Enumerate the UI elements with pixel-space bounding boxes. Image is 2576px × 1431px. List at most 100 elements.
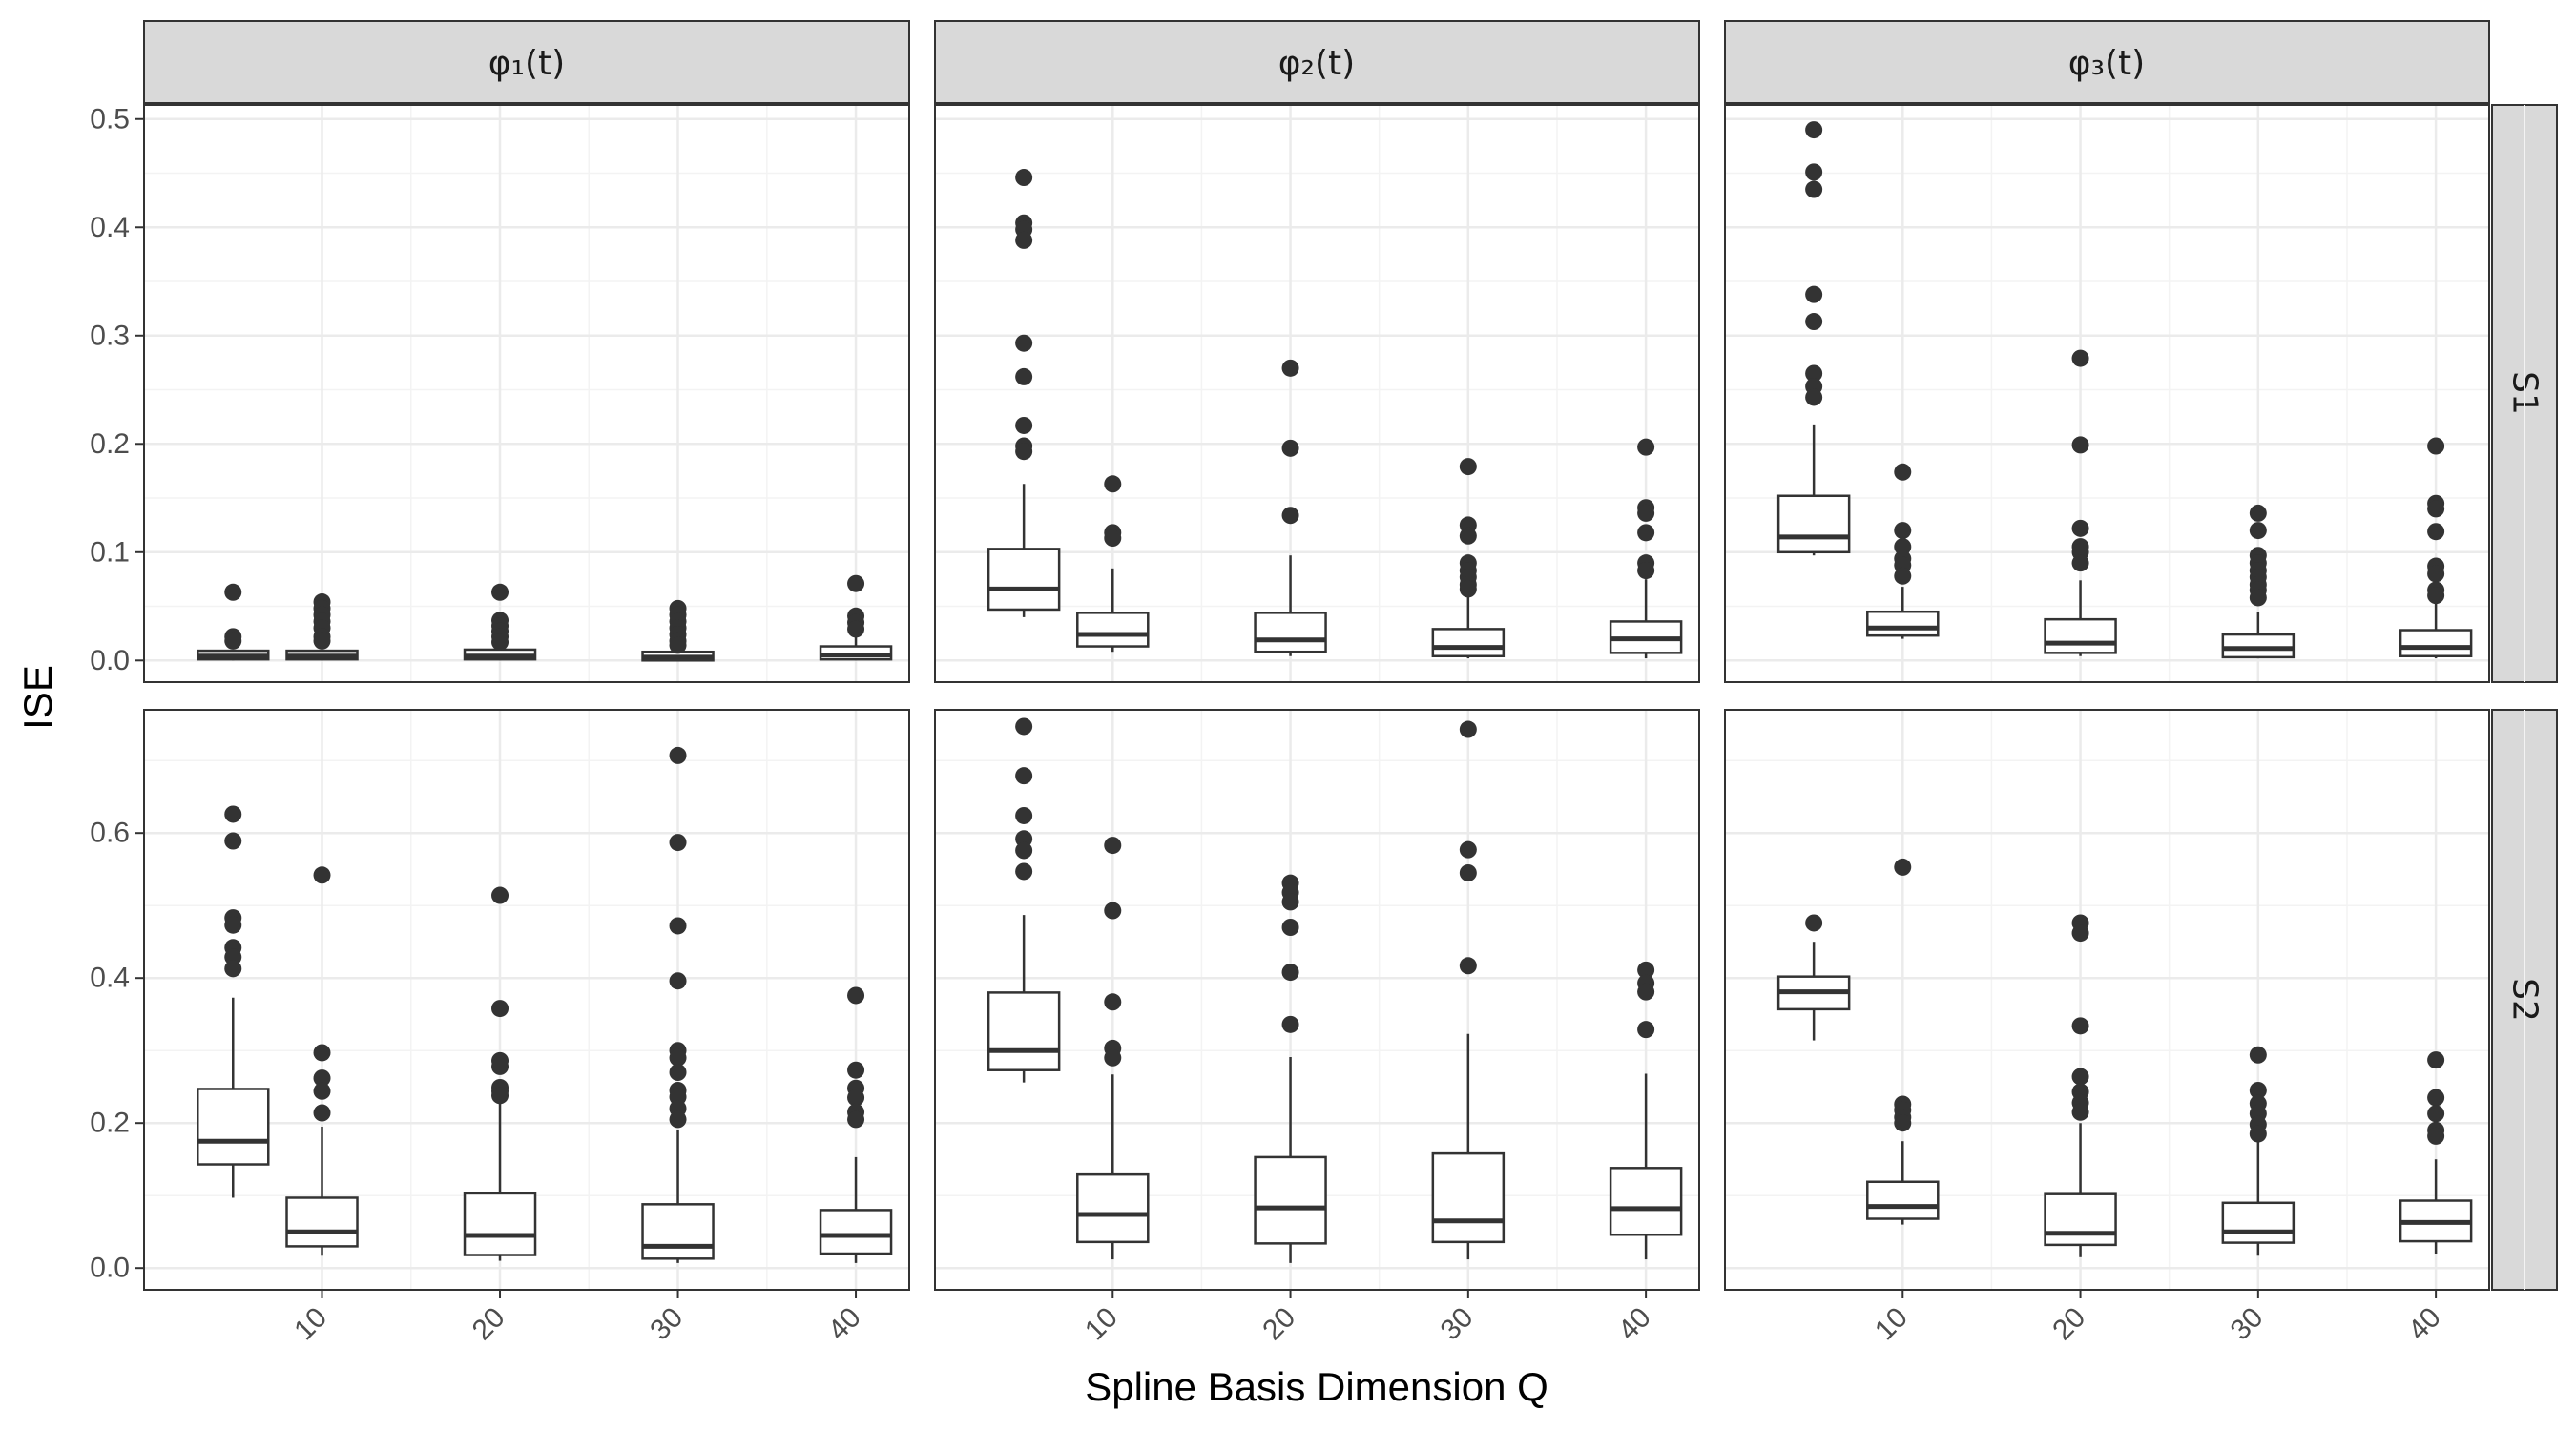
panel-S1-1 xyxy=(143,104,946,683)
outlier-point xyxy=(313,1082,331,1100)
col-strip-3-label: φ₃(t) xyxy=(2068,44,2145,83)
outlier-point xyxy=(1894,538,1912,556)
outlier-point xyxy=(2249,504,2267,522)
outlier-point xyxy=(224,632,242,650)
outlier-point xyxy=(313,1104,331,1122)
y-tick-label: 0.0 xyxy=(90,645,130,676)
box-iqr xyxy=(2044,617,2117,654)
box-iqr xyxy=(2044,1192,2117,1247)
facet-panels: 0.00.10.20.30.40.50.00.20.40.610 20 30 40 10… xyxy=(90,103,2526,1346)
box-iqr xyxy=(2221,1201,2296,1244)
outlier-point xyxy=(491,1000,509,1018)
outlier-point xyxy=(1805,285,1823,303)
outlier-point xyxy=(1637,562,1655,580)
outlier-point xyxy=(2249,1125,2267,1143)
box-q40 xyxy=(1609,961,1683,1260)
y-tick-label: 0.4 xyxy=(90,963,130,994)
outlier-point xyxy=(847,986,865,1005)
box-iqr xyxy=(1254,1155,1327,1245)
outlier-point xyxy=(2249,1082,2267,1099)
outlier-point xyxy=(2427,1051,2445,1069)
outlier-point xyxy=(847,1110,865,1129)
outlier-point xyxy=(1104,1048,1122,1067)
outlier-point xyxy=(669,972,687,990)
outlier-point xyxy=(1894,567,1912,585)
box-iqr xyxy=(285,1196,359,1248)
outlier-point xyxy=(1637,438,1655,456)
box-q20 xyxy=(463,583,537,661)
outlier-point xyxy=(1805,388,1823,406)
box-iqr xyxy=(2221,633,2296,659)
outlier-point xyxy=(1015,416,1033,434)
box-iqr xyxy=(2399,629,2473,658)
outlier-point xyxy=(2071,436,2089,454)
box-q40 xyxy=(2399,1051,2473,1254)
outlier-point xyxy=(313,866,331,884)
outlier-point xyxy=(224,832,242,850)
col-strip-2-bg xyxy=(934,20,1700,104)
outlier-point xyxy=(1459,840,1477,859)
panel-background xyxy=(144,105,909,682)
outlier-point xyxy=(1805,914,1823,932)
panel-border xyxy=(143,104,910,683)
outlier-point xyxy=(1805,180,1823,198)
outlier-point xyxy=(1015,841,1033,860)
outlier-point xyxy=(2071,924,2089,943)
outlier-point xyxy=(847,574,865,592)
panel-border xyxy=(934,104,1700,683)
box-iqr xyxy=(197,1088,270,1166)
outlier-point xyxy=(1015,367,1033,385)
y-tick-label: 0.6 xyxy=(90,818,130,849)
outlier-point xyxy=(2071,554,2089,572)
box-iqr xyxy=(987,991,1061,1071)
box-q30 xyxy=(641,599,715,662)
outlier-point xyxy=(1459,864,1477,881)
outlier-point xyxy=(1894,1114,1912,1132)
outlier-point xyxy=(2249,522,2267,540)
outlier-point xyxy=(1015,443,1033,461)
box-iqr xyxy=(1431,628,1506,658)
box-q10 xyxy=(1866,858,1940,1225)
outlier-point xyxy=(1281,893,1299,911)
outlier-point xyxy=(2071,519,2089,537)
outlier-point xyxy=(669,917,687,935)
outlier-point xyxy=(1281,439,1299,457)
box-q40 xyxy=(2399,437,2473,659)
outlier-point xyxy=(1459,580,1477,598)
outlier-point xyxy=(2427,587,2445,605)
box-q10 xyxy=(285,866,359,1256)
outlier-point xyxy=(1637,961,1655,979)
y-tick-label: 0.0 xyxy=(90,1253,130,1284)
panel-border xyxy=(1724,104,2490,683)
box-iqr xyxy=(463,1192,537,1256)
panel-border xyxy=(143,709,910,1291)
y-tick-label: 0.5 xyxy=(90,103,130,135)
y-tick-label: 0.3 xyxy=(90,320,130,351)
outlier-point xyxy=(2071,1103,2089,1121)
outlier-point xyxy=(1015,169,1033,187)
box-iqr xyxy=(1431,1151,1506,1244)
panel-border xyxy=(934,709,1700,1291)
col-strip-1: φ₁(t) xyxy=(143,20,910,104)
box-q30 xyxy=(641,746,715,1263)
outlier-point xyxy=(1805,163,1823,181)
col-strip-3: φ₃(t) xyxy=(1724,20,2490,104)
box-iqr xyxy=(1076,1172,1150,1244)
box-q10 xyxy=(285,593,359,661)
panel-S2-2: 10 20 30 40 xyxy=(934,709,1736,1346)
col-strip-2-label: φ₂(t) xyxy=(1278,44,1355,83)
y-tick-label: 0.2 xyxy=(90,1108,130,1139)
outlier-point xyxy=(1805,121,1823,139)
outlier-point xyxy=(2249,1046,2267,1064)
outlier-point xyxy=(1015,767,1033,785)
outlier-point xyxy=(2071,1068,2089,1086)
box-iqr xyxy=(1076,612,1150,648)
outlier-point xyxy=(1015,231,1033,249)
outlier-point xyxy=(224,583,242,601)
box-q10 xyxy=(1076,837,1150,1260)
box-q20 xyxy=(1254,359,1327,656)
outlier-point xyxy=(1637,1021,1655,1039)
box-iqr xyxy=(1254,612,1327,653)
outlier-point xyxy=(847,620,865,638)
